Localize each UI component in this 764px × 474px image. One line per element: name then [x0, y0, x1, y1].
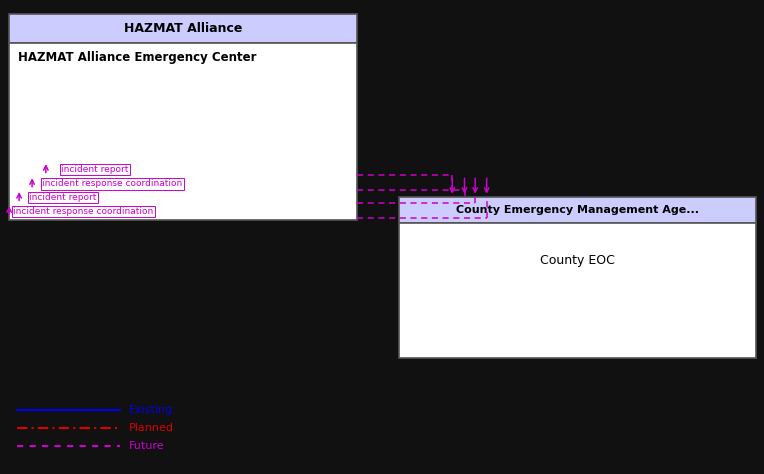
Bar: [399, 223, 756, 358]
Text: Planned: Planned: [129, 423, 174, 433]
Bar: [399, 197, 756, 223]
Text: HAZMAT Alliance: HAZMAT Alliance: [124, 22, 242, 35]
Text: incident response coordination: incident response coordination: [13, 207, 154, 216]
Text: incident response coordination: incident response coordination: [42, 179, 183, 188]
Text: County EOC: County EOC: [540, 254, 615, 267]
Text: Future: Future: [129, 441, 165, 451]
Bar: [9, 43, 357, 220]
Text: County Emergency Management Age...: County Emergency Management Age...: [456, 205, 699, 215]
Text: incident report: incident report: [29, 193, 96, 202]
Text: HAZMAT Alliance Emergency Center: HAZMAT Alliance Emergency Center: [18, 51, 257, 64]
Bar: [9, 14, 357, 43]
Text: Existing: Existing: [129, 405, 173, 415]
Text: incident report: incident report: [61, 165, 128, 174]
